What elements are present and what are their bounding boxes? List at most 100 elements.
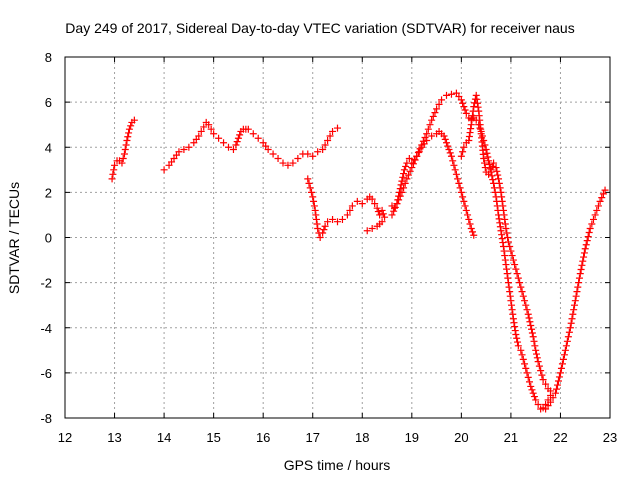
axis-ticks <box>64 56 611 419</box>
data-point <box>509 256 517 264</box>
data-point <box>577 265 585 273</box>
data-point <box>197 127 205 135</box>
data-point <box>423 136 431 144</box>
data-point <box>160 166 168 174</box>
data-point <box>274 155 282 163</box>
data-point <box>575 274 583 282</box>
data-point <box>451 166 459 174</box>
data-point <box>513 270 521 278</box>
data-point <box>507 247 515 255</box>
data-point <box>459 99 467 107</box>
data-point <box>409 160 417 168</box>
data-point <box>460 103 468 111</box>
data-point <box>492 164 500 172</box>
data-point <box>513 334 521 342</box>
data-point <box>326 132 334 140</box>
data-point <box>395 196 403 204</box>
data-point <box>309 152 317 160</box>
data-point <box>264 146 272 154</box>
data-point <box>313 220 321 228</box>
series-segment-3 <box>304 175 389 241</box>
x-tick-label: 15 <box>206 430 220 445</box>
data-point <box>324 218 332 226</box>
data-point <box>462 109 470 117</box>
y-axis-label: SDTVAR / TECUs <box>6 182 22 294</box>
data-point <box>304 175 312 183</box>
data-point <box>400 166 408 174</box>
data-point <box>473 95 481 103</box>
data-point <box>497 227 505 235</box>
data-point <box>391 203 399 211</box>
data-point <box>443 91 450 99</box>
data-point <box>556 369 564 377</box>
data-point <box>498 235 506 243</box>
data-point <box>381 213 389 221</box>
data-point <box>413 152 421 160</box>
data-point <box>109 170 117 178</box>
data-point <box>504 279 512 287</box>
data-point <box>542 380 550 388</box>
data-point <box>244 125 252 133</box>
data-point <box>514 274 522 282</box>
data-point <box>254 134 262 142</box>
data-point <box>464 211 472 219</box>
data-point <box>534 400 542 408</box>
data-point <box>406 167 414 175</box>
data-point <box>584 233 592 241</box>
data-point <box>488 162 496 170</box>
x-tick-label: 16 <box>256 430 270 445</box>
data-point <box>306 184 314 192</box>
data-point <box>229 146 237 154</box>
data-point <box>480 155 488 163</box>
data-point <box>396 192 404 200</box>
data-point <box>565 328 573 336</box>
data-point <box>210 130 218 138</box>
data-point <box>312 215 320 223</box>
data-point <box>119 155 127 163</box>
data-point <box>582 241 590 249</box>
data-point <box>528 325 536 333</box>
data-point <box>522 301 530 309</box>
data-point <box>467 224 475 232</box>
data-point <box>495 179 503 187</box>
y-tick-label: 6 <box>45 95 52 110</box>
data-point <box>474 103 482 111</box>
data-point <box>585 229 593 237</box>
data-point <box>533 350 541 358</box>
data-point <box>469 228 477 236</box>
data-point <box>348 202 356 210</box>
data-point <box>388 211 396 219</box>
data-point <box>307 188 315 196</box>
data-point <box>570 306 578 314</box>
data-point <box>501 256 509 264</box>
data-point <box>555 373 563 381</box>
data-point <box>279 159 287 167</box>
data-point <box>334 218 341 226</box>
data-point <box>403 175 411 183</box>
data-point <box>537 367 545 375</box>
data-point <box>416 145 424 153</box>
data-point <box>373 204 381 212</box>
x-tick-label: 21 <box>504 430 518 445</box>
x-tick-label: 14 <box>157 430 171 445</box>
data-point <box>535 362 543 370</box>
data-point <box>559 355 567 363</box>
data-point <box>121 146 129 154</box>
data-point <box>567 319 575 327</box>
data-point <box>447 152 455 160</box>
data-point <box>496 223 504 231</box>
data-point <box>465 136 473 144</box>
data-point <box>508 252 516 260</box>
data-point <box>400 170 408 178</box>
data-point <box>468 116 476 124</box>
data-point <box>530 393 538 401</box>
data-point <box>503 265 511 273</box>
data-point <box>532 396 540 404</box>
data-point <box>594 202 602 210</box>
data-point <box>371 200 379 208</box>
data-point <box>393 200 401 208</box>
data-point <box>570 301 578 309</box>
data-point <box>519 292 527 300</box>
data-point <box>593 206 601 214</box>
data-point <box>521 297 529 305</box>
